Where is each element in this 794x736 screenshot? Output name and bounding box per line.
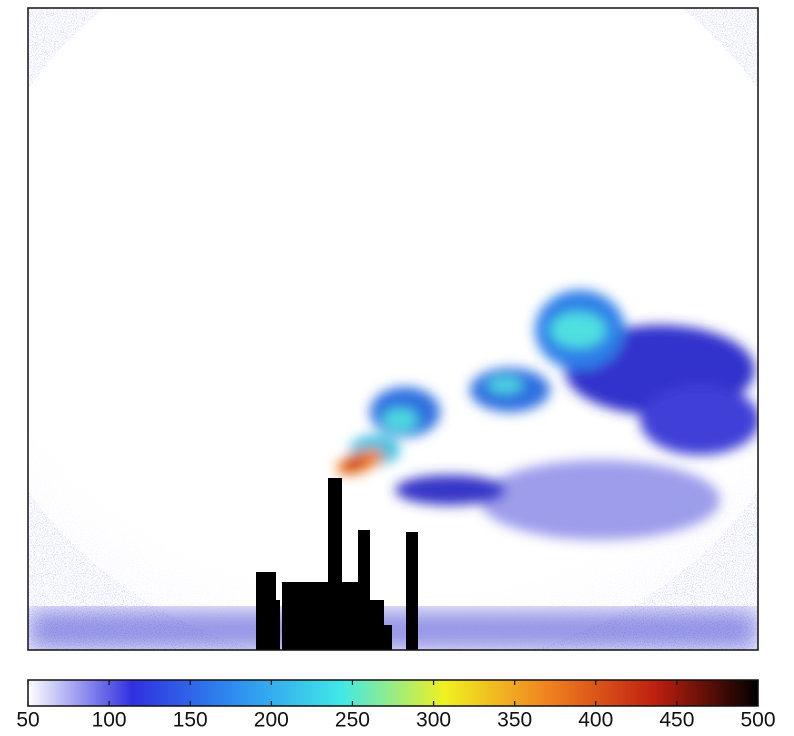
figure: 50 100 150 200 250 300 350 400 450 500 xyxy=(0,0,794,736)
colorbar-tick-label: 100 xyxy=(92,709,127,732)
colorbar-tick-label: 500 xyxy=(740,709,775,732)
colorbar-tick-label: 200 xyxy=(254,709,289,732)
colorbar xyxy=(28,680,758,706)
colorbar-tick-label: 400 xyxy=(578,709,613,732)
colorbar-tick-label: 450 xyxy=(659,709,694,732)
colorbar-tick-label: 350 xyxy=(497,709,532,732)
colorbar-tick-label: 300 xyxy=(416,709,451,732)
colorbar-tick-label: 250 xyxy=(335,709,370,732)
colorbar-tick-label: 50 xyxy=(16,709,39,732)
image xyxy=(0,0,794,670)
colorbar-tick-label: 150 xyxy=(173,709,208,732)
